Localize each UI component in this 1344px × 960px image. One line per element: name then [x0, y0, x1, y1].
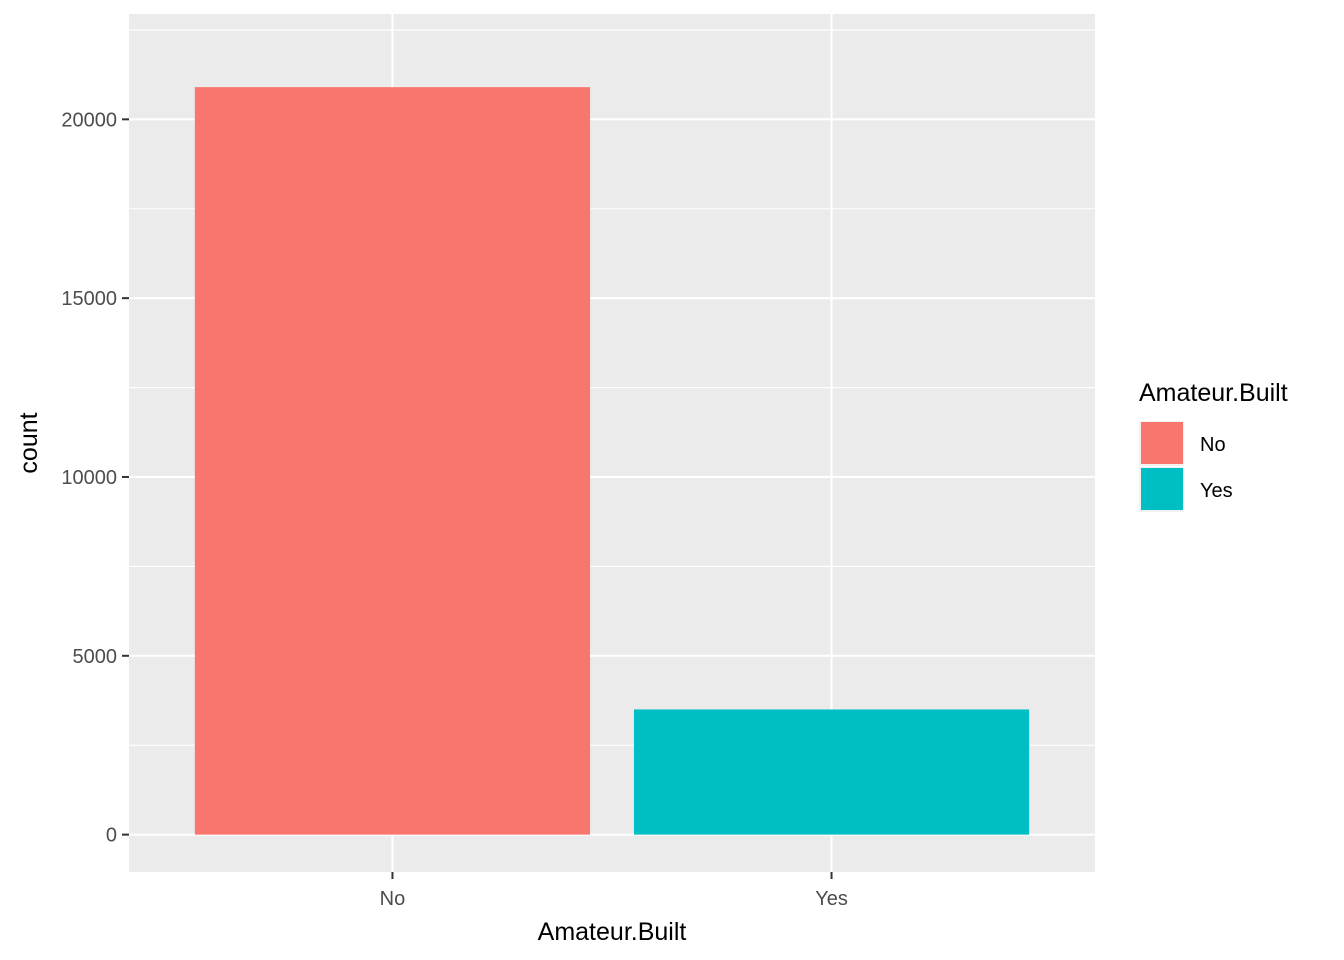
x-tick-label: Yes: [815, 888, 848, 910]
x-tick-label: No: [380, 888, 406, 910]
legend-title: Amateur.Built: [1139, 379, 1288, 407]
legend-swatch-no: [1141, 422, 1183, 464]
y-tick-label: 5000: [73, 646, 118, 668]
y-axis-title: count: [15, 412, 43, 473]
legend-label-yes: Yes: [1200, 480, 1233, 502]
y-tick-label: 10000: [61, 467, 117, 489]
y-axis: 0 5000 10000 15000 20000: [61, 109, 129, 847]
bar-yes: [633, 709, 1030, 835]
bar-no: [194, 87, 591, 835]
legend-label-no: No: [1200, 434, 1226, 456]
legend-swatch-yes: [1141, 468, 1183, 510]
legend: Amateur.Built No Yes: [1139, 379, 1288, 512]
y-tick-label: 15000: [61, 288, 117, 310]
y-tick-label: 0: [106, 825, 117, 847]
x-axis-title: Amateur.Built: [538, 918, 687, 946]
bars: [194, 87, 1030, 835]
y-tick-label: 20000: [61, 109, 117, 131]
x-axis: No Yes: [380, 872, 848, 910]
